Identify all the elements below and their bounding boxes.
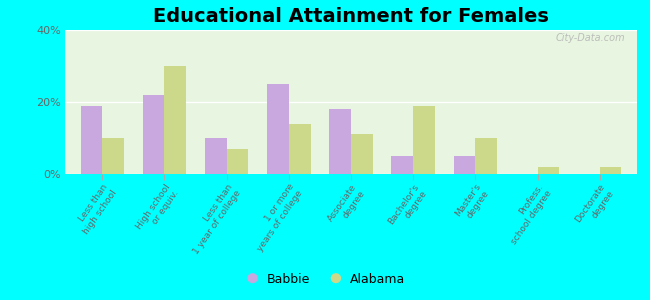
Bar [391,156,413,174]
Bar [102,138,124,174]
Bar [413,106,435,174]
Bar [267,84,289,174]
Bar [330,109,351,174]
Bar [205,138,227,174]
Text: City-Data.com: City-Data.com [556,33,625,43]
Bar [164,66,187,174]
Bar [81,106,102,174]
Bar [454,156,475,174]
Bar [227,149,248,174]
Bar [143,95,164,174]
Title: Educational Attainment for Females: Educational Attainment for Females [153,7,549,26]
Bar [538,167,559,174]
Bar [475,138,497,174]
Bar [351,134,372,174]
Bar [289,124,311,174]
Legend: Babbie, Alabama: Babbie, Alabama [240,268,410,291]
Bar [600,167,621,174]
